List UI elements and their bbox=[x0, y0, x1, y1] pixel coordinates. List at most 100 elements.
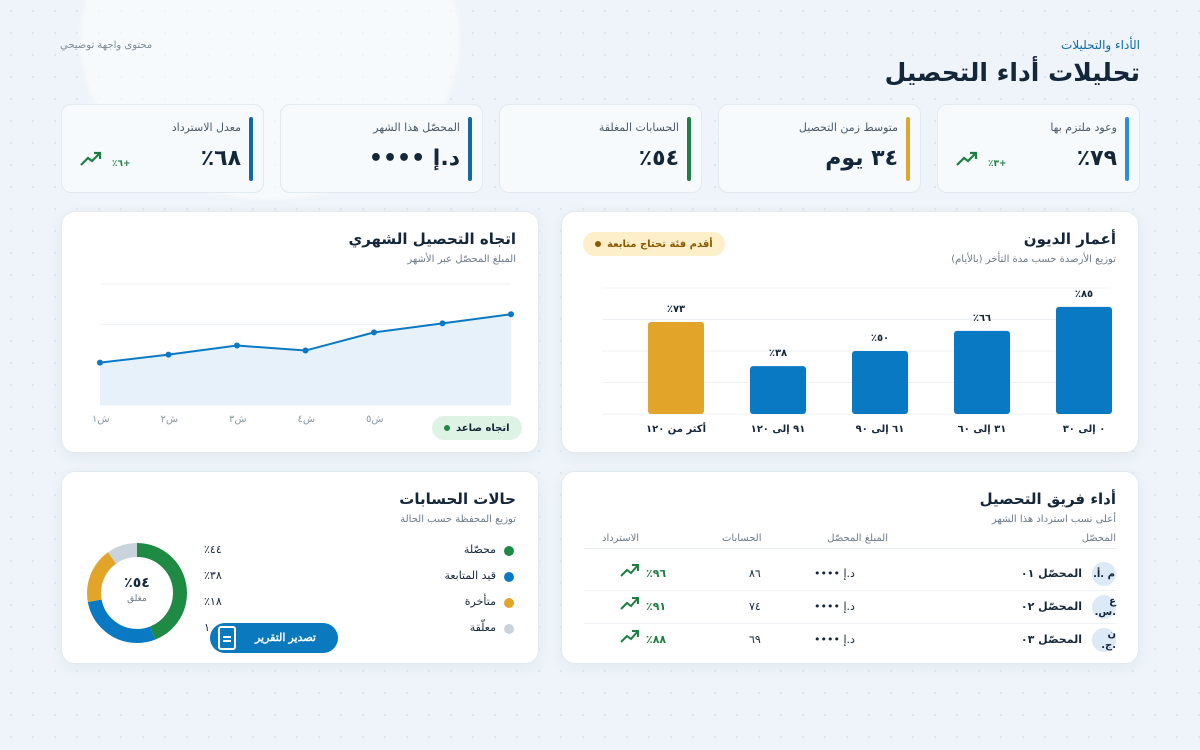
export-report-label: تصدير التقرير bbox=[254, 632, 316, 644]
trend-up-icon bbox=[956, 151, 978, 166]
x-tick-label: ش٣ bbox=[229, 414, 247, 425]
kpi-value: ٧٩٪ bbox=[1076, 146, 1117, 171]
kpi-accent-bar bbox=[687, 117, 691, 181]
accounts-count: ٦٩ bbox=[749, 633, 761, 646]
recovery-rate: ٩١٪ bbox=[646, 600, 667, 613]
table-row[interactable]: ن .ج. المحصّل ٠٣ د.إ •••• ٦٩ ٨٨٪ bbox=[584, 624, 1116, 657]
trend-point bbox=[508, 311, 514, 318]
bar-value-label: ٣٨٪ bbox=[768, 348, 788, 360]
export-report-button[interactable]: تصدير التقرير bbox=[210, 623, 338, 653]
trend-up-icon bbox=[80, 151, 102, 166]
kpi-label: معدل الاسترداد bbox=[171, 121, 241, 134]
table-row[interactable]: ع .س. المحصّل ٠٢ د.إ •••• ٧٤ ٩١٪ bbox=[584, 591, 1116, 624]
legend-label: معلّقة bbox=[469, 621, 496, 634]
trend-point bbox=[371, 329, 377, 336]
kpi-value: د.إ •••• bbox=[368, 146, 460, 171]
legend-item: محصّلة ٤٤٪ bbox=[204, 541, 514, 561]
trend-point bbox=[302, 347, 309, 354]
kpi-card-promises[interactable]: وعود ملتزم بها ٧٩٪ +٣٪ bbox=[937, 104, 1140, 193]
team-subtitle: أعلى نسب استرداد هذا الشهر bbox=[991, 514, 1116, 525]
legend-value: ٤٤٪ bbox=[204, 543, 222, 556]
donut-center-value: ٥٤٪ bbox=[124, 575, 150, 591]
bar-category-label: ٩١ إلى ١٢٠ bbox=[750, 424, 806, 435]
kpi-accent-bar bbox=[249, 117, 253, 181]
column-header-accounts: الحسابات bbox=[722, 533, 762, 544]
bar-category-label: ٦١ إلى ٩٠ bbox=[855, 424, 905, 435]
table-row[interactable]: م .أ. المحصّل ٠١ د.إ •••• ٨٦ ٩٦٪ bbox=[584, 558, 1116, 591]
page-header: الأداء والتحليلات تحليلات أداء التحصيل bbox=[885, 38, 1140, 87]
kpi-label: وعود ملتزم بها bbox=[1050, 121, 1117, 134]
x-tick-label: ش٢ bbox=[160, 414, 179, 425]
aging-subtitle: توزيع الأرصدة حسب مدة التأخر (بالأيام) bbox=[951, 254, 1116, 265]
avatar: ن .ج. bbox=[1092, 628, 1116, 652]
collected-amount: د.إ •••• bbox=[814, 633, 855, 646]
donut-segment bbox=[87, 543, 187, 643]
kpi-label: المحصّل هذا الشهر bbox=[373, 121, 460, 134]
collected-amount: د.إ •••• bbox=[814, 600, 855, 613]
page-eyebrow: الأداء والتحليلات bbox=[1061, 38, 1140, 52]
aging-bar bbox=[1056, 306, 1112, 414]
statuses-card: حالات الحسابات توزيع المحفظة حسب الحالة … bbox=[61, 471, 539, 664]
kpi-label: الحسابات المغلقة bbox=[598, 121, 679, 134]
trend-point bbox=[97, 359, 103, 366]
trend-title: اتجاه التحصيل الشهري bbox=[348, 230, 516, 248]
table-header-divider bbox=[584, 548, 1116, 549]
legend-dot bbox=[504, 624, 514, 634]
document-icon bbox=[218, 626, 236, 650]
donut-center: ٥٤٪ مغلق bbox=[82, 538, 192, 648]
team-title: أداء فريق التحصيل bbox=[979, 490, 1116, 508]
aging-title: أعمار الديون bbox=[1023, 230, 1116, 248]
kpi-value: ٦٨٪ bbox=[200, 146, 241, 171]
avatar: م .أ. bbox=[1092, 562, 1116, 586]
legend-label: محصّلة bbox=[463, 543, 496, 556]
kpi-card-collected[interactable]: المحصّل هذا الشهر د.إ •••• bbox=[280, 104, 483, 193]
kpi-card-avg-time[interactable]: متوسط زمن التحصيل ٣٤ يوم bbox=[718, 104, 921, 193]
aging-bar bbox=[852, 351, 908, 414]
aging-bar bbox=[954, 330, 1010, 414]
upward-trend-badge: اتجاه صاعد bbox=[432, 416, 522, 440]
x-tick-label: ش٥ bbox=[366, 414, 384, 425]
accounts-count: ٧٤ bbox=[749, 600, 761, 613]
donut-segment bbox=[87, 543, 187, 643]
oldest-bucket-badge: أقدم فئة تحتاج متابعة bbox=[583, 232, 725, 256]
collector-name: المحصّل ٠٣ bbox=[1020, 633, 1082, 646]
collector-name: المحصّل ٠١ bbox=[1020, 567, 1082, 580]
kpi-delta: +٦٪ bbox=[112, 159, 131, 169]
legend-dot bbox=[504, 572, 514, 582]
kpi-accent-bar bbox=[1125, 117, 1129, 181]
collector-name: المحصّل ٠٢ bbox=[1020, 600, 1082, 613]
trend-up-icon bbox=[620, 564, 639, 577]
legend-item: قيد المتابعة ٣٨٪ bbox=[204, 567, 514, 587]
kpi-value: ٣٤ يوم bbox=[825, 146, 898, 171]
trend-area bbox=[100, 314, 511, 405]
column-header-collector: المحصّل bbox=[1081, 533, 1116, 544]
page-title: تحليلات أداء التحصيل bbox=[884, 58, 1140, 87]
collected-amount: د.إ •••• bbox=[814, 567, 855, 580]
accounts-count: ٨٦ bbox=[749, 567, 761, 580]
kpi-value: ٥٤٪ bbox=[638, 146, 679, 171]
legend-value: ١٨٪ bbox=[204, 595, 222, 608]
aging-bar bbox=[750, 366, 806, 414]
kpi-label: متوسط زمن التحصيل bbox=[798, 121, 898, 134]
trend-point bbox=[234, 342, 240, 349]
legend-value: ٣٨٪ bbox=[204, 569, 222, 582]
avatar: ع .س. bbox=[1092, 595, 1116, 619]
legend-label: متأخرة bbox=[464, 595, 496, 608]
trend-point bbox=[439, 320, 446, 327]
legend-dot bbox=[504, 598, 514, 608]
x-tick-label: ش١ bbox=[92, 414, 110, 425]
trend-point bbox=[165, 351, 172, 358]
bar-value-label: ٥٠٪ bbox=[870, 333, 890, 344]
bar-value-label: ٨٥٪ bbox=[1074, 288, 1094, 300]
bar-value-label: ٧٣٪ bbox=[666, 304, 686, 316]
badge-label: أقدم فئة تحتاج متابعة bbox=[607, 238, 713, 250]
kpi-card-closed[interactable]: الحسابات المغلقة ٥٤٪ bbox=[499, 104, 702, 193]
statuses-subtitle: توزيع المحفظة حسب الحالة bbox=[400, 514, 516, 525]
column-header-amount: المبلغ المحصّل bbox=[827, 533, 888, 544]
legend-item: معلّقة ١ bbox=[204, 619, 514, 639]
legend-dot bbox=[504, 546, 514, 556]
donut-center-label: مغلق bbox=[127, 594, 147, 604]
aging-card: أعمار الديون توزيع الأرصدة حسب مدة التأخ… bbox=[561, 211, 1139, 453]
kpi-card-recovery[interactable]: معدل الاسترداد ٦٨٪ +٦٪ bbox=[61, 104, 264, 193]
demo-note: محتوى واجهة توضيحي bbox=[60, 40, 153, 51]
